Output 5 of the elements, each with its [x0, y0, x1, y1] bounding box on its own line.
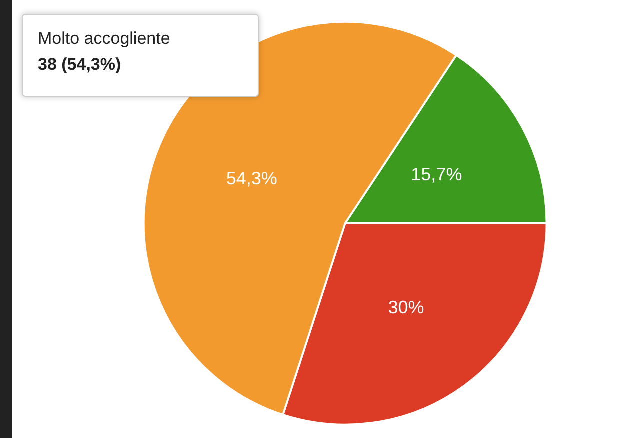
slice-label: Molto accogliente [38, 29, 170, 48]
data-label: 30% [388, 297, 424, 318]
text: 38 (54,3%) [38, 55, 122, 74]
data-label: 54,3% [226, 168, 278, 188]
data-label: 15,7% [411, 164, 462, 184]
